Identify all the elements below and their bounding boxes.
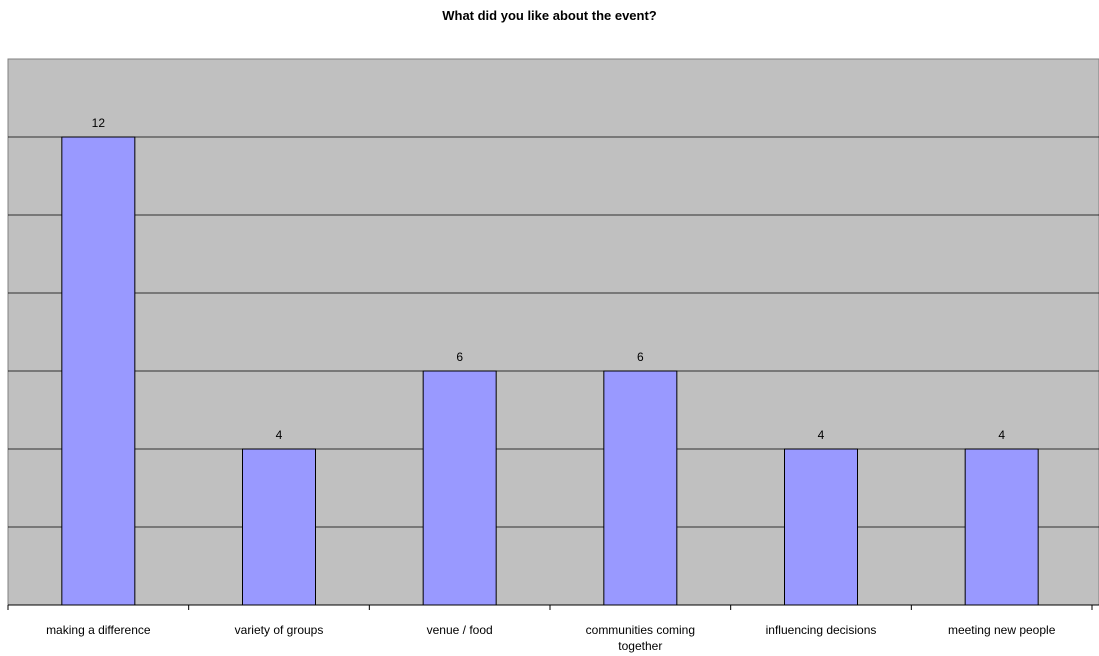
data-label: 4 — [998, 428, 1005, 442]
x-axis: making a difference variety of groups venu… — [7, 604, 1099, 653]
plot-area — [7, 58, 1099, 606]
bar — [603, 370, 678, 606]
bar — [964, 448, 1039, 606]
x-tick-label: influencing decisions — [766, 623, 877, 637]
data-label: 4 — [276, 428, 283, 442]
data-label: 6 — [456, 350, 463, 364]
x-tick-label: communities coming together — [586, 623, 695, 653]
x-tick-label: making a difference — [46, 623, 151, 637]
x-tick-label: variety of groups — [235, 623, 324, 637]
chart-title: What did you like about the event? — [442, 8, 657, 23]
x-tick-label: venue / food — [427, 623, 493, 637]
gridlines — [8, 136, 1099, 528]
x-tick-label: meeting new people — [948, 623, 1056, 637]
bar — [422, 370, 497, 606]
data-label: 4 — [818, 428, 825, 442]
bars: 12 4 6 6 4 4 — [61, 116, 1039, 606]
bar — [61, 136, 136, 606]
data-label: 6 — [637, 350, 644, 364]
bar — [784, 448, 858, 606]
bar — [242, 448, 316, 606]
data-label: 12 — [92, 116, 106, 130]
